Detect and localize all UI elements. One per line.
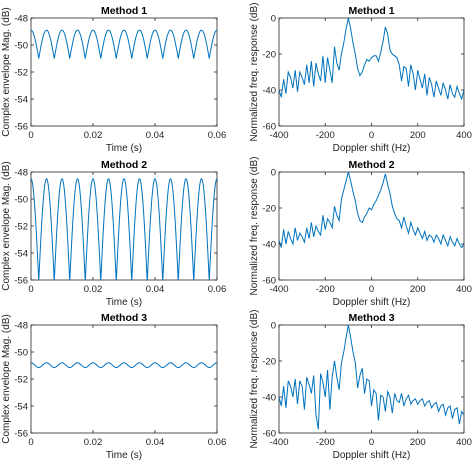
axes-box	[30, 171, 218, 281]
panel-6: -400 -200 0 200 400 0 -20 -40 -60 Method 3 Doppler…	[249, 310, 472, 461]
x-tick-label: -400	[269, 130, 288, 141]
y-tick-label: -56	[14, 276, 28, 287]
chart-title: Method 3	[101, 312, 147, 324]
x-tick-label: 200	[410, 284, 426, 295]
y-tick-label: -56	[14, 429, 28, 440]
x-tick-label: 0.04	[146, 284, 165, 295]
y-tick-label: -20	[262, 50, 276, 61]
x-tick-label: 0	[369, 284, 374, 295]
x-tick-label: 0.06	[208, 130, 227, 141]
chart-title: Method 2	[101, 159, 147, 171]
y-tick-label: -54	[14, 249, 28, 260]
x-tick-label: 0.04	[146, 437, 165, 448]
y-tick-label: -54	[14, 95, 28, 106]
x-tick-label: 0	[369, 437, 374, 448]
y-tick-label: -52	[14, 68, 28, 79]
axes-box	[30, 324, 218, 434]
axes-box	[278, 171, 465, 281]
chart-title: Method 1	[101, 5, 147, 17]
y-tick-label: 0	[271, 168, 276, 179]
y-tick-label: -50	[14, 348, 28, 359]
x-tick-label: -400	[269, 437, 288, 448]
y-tick-label: -56	[14, 122, 28, 133]
panel-4: -400 -200 0 200 400 0 -20 -40 -60 Method 2 Doppler…	[249, 157, 472, 308]
panel-5: 0 0.02 0.04 0.06 -48 -50 -52 -54 -56 Method 3 Time…	[1, 312, 226, 461]
x-axis-label: Doppler shift (Hz)	[333, 297, 411, 308]
series-line	[31, 362, 217, 369]
y-axis-label: Complex envelope Mag. (dB)	[1, 7, 12, 137]
x-tick-label: 0	[28, 437, 33, 448]
panel-1: 0 0.02 0.04 0.06 -48 -50 -52 -54 -56 Method 1 Time…	[1, 5, 226, 154]
y-tick-label: -60	[262, 276, 276, 287]
x-tick-label: -400	[269, 284, 288, 295]
series-line	[31, 29, 217, 59]
x-tick-label: 200	[410, 437, 426, 448]
x-tick-label: 200	[410, 130, 426, 141]
axes-box	[278, 324, 465, 434]
x-tick-label: 0	[28, 130, 33, 141]
y-tick-label: -50	[14, 195, 28, 206]
y-tick-label: -40	[262, 86, 276, 97]
panel-3: 0 0.02 0.04 0.06 -48 -50 -52 -54 -56 Method 2 Time…	[1, 159, 226, 308]
y-tick-label: -52	[14, 222, 28, 233]
chart-title: Method 3	[348, 312, 394, 324]
y-tick-label: -48	[14, 168, 28, 179]
chart-title: Method 1	[348, 5, 394, 17]
y-tick-label: -52	[14, 375, 28, 386]
y-axis-label: Complex envelope Mag. (dB)	[1, 161, 12, 291]
x-tick-label: 400	[456, 437, 472, 448]
y-axis-label: Normalized freq. response (dB)	[249, 3, 260, 142]
x-tick-label: 0.02	[84, 437, 103, 448]
series-line	[279, 172, 464, 249]
x-axis-label: Time (s)	[106, 297, 142, 308]
x-axis-label: Doppler shift (Hz)	[333, 143, 411, 154]
x-tick-label: 0.06	[208, 284, 227, 295]
y-tick-label: -50	[14, 41, 28, 52]
x-axis-label: Doppler shift (Hz)	[333, 450, 411, 461]
series-line	[279, 18, 464, 101]
series-line	[279, 325, 464, 430]
x-tick-label: 0.04	[146, 130, 165, 141]
x-tick-label: 0	[28, 284, 33, 295]
axes-box	[30, 17, 218, 127]
x-tick-label: -200	[316, 130, 335, 141]
panel-2: -400 -200 0 200 400 0 -20 -40 -60 Method 1 Doppler…	[249, 3, 472, 154]
x-axis-label: Time (s)	[106, 143, 142, 154]
y-tick-label: -60	[262, 122, 276, 133]
x-axis-label: Time (s)	[106, 450, 142, 461]
y-tick-label: 0	[271, 321, 276, 332]
y-axis-label: Normalized freq. response (dB)	[249, 310, 260, 449]
y-axis-label: Normalized freq. response (dB)	[249, 157, 260, 296]
x-tick-label: 0	[369, 130, 374, 141]
y-tick-label: -48	[14, 321, 28, 332]
x-tick-label: -200	[316, 284, 335, 295]
x-tick-label: 0.02	[84, 284, 103, 295]
y-axis-label: Complex envelope Mag. (dB)	[1, 314, 12, 444]
x-tick-label: 400	[456, 284, 472, 295]
x-tick-label: 0.06	[208, 437, 227, 448]
y-tick-label: -40	[262, 393, 276, 404]
x-tick-label: 400	[456, 130, 472, 141]
y-tick-label: -60	[262, 429, 276, 440]
x-tick-label: 0.02	[84, 130, 103, 141]
chart-title: Method 2	[348, 159, 394, 171]
y-tick-label: 0	[271, 14, 276, 25]
y-tick-label: -54	[14, 402, 28, 413]
y-tick-label: -40	[262, 240, 276, 251]
x-tick-label: -200	[316, 437, 335, 448]
axes-box	[278, 17, 465, 127]
series-line	[31, 178, 217, 280]
y-tick-label: -20	[262, 204, 276, 215]
y-tick-label: -20	[262, 357, 276, 368]
y-tick-label: -48	[14, 14, 28, 25]
